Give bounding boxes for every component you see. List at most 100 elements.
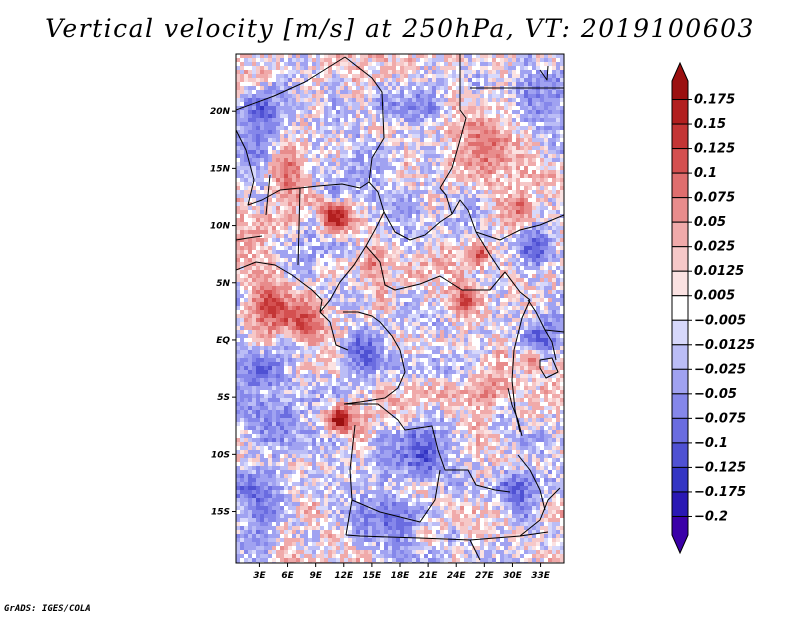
field-cell [528, 118, 533, 123]
field-cell [436, 194, 441, 199]
field-cell [404, 138, 409, 143]
field-cell [288, 194, 293, 199]
field-cell [348, 194, 353, 199]
field-cell [324, 106, 329, 111]
field-cell [244, 246, 249, 251]
field-cell [268, 242, 273, 247]
field-cell [512, 242, 517, 247]
field-cell [504, 98, 509, 103]
field-cell [288, 234, 293, 239]
field-cell [484, 58, 489, 63]
field-cell [296, 130, 301, 135]
field-cell [268, 70, 273, 75]
field-cell [460, 282, 465, 287]
field-cell [312, 134, 317, 139]
field-cell [248, 146, 253, 151]
field-cell [352, 118, 357, 123]
field-cell [492, 242, 497, 247]
field-cell [516, 102, 521, 107]
field-cell [272, 290, 277, 295]
field-cell [392, 138, 397, 143]
field-cell [444, 246, 449, 251]
field-cell [288, 126, 293, 131]
field-cell [248, 74, 253, 79]
field-cell [408, 94, 413, 99]
field-cell [272, 206, 277, 211]
field-cell [272, 238, 277, 243]
field-cell [504, 278, 509, 283]
field-cell [404, 158, 409, 163]
field-cell [520, 190, 525, 195]
field-cell [340, 90, 345, 95]
field-cell [384, 270, 389, 275]
field-cell [356, 74, 361, 79]
field-cell [408, 282, 413, 287]
field-cell [500, 154, 505, 159]
field-cell [292, 198, 297, 203]
field-cell [296, 286, 301, 291]
field-cell [484, 138, 489, 143]
field-cell [540, 182, 545, 187]
field-cell [464, 118, 469, 123]
field-cell [452, 162, 457, 167]
field-cell [376, 126, 381, 131]
field-cell [332, 286, 337, 291]
field-cell [264, 82, 269, 87]
field-cell [392, 238, 397, 243]
field-cell [304, 146, 309, 151]
field-cell [520, 214, 525, 219]
field-cell [284, 266, 289, 271]
field-cell [328, 134, 333, 139]
field-cell [488, 106, 493, 111]
field-cell [440, 186, 445, 191]
field-cell [516, 94, 521, 99]
field-cell [356, 258, 361, 263]
field-cell [280, 218, 285, 223]
field-cell [464, 138, 469, 143]
field-cell [276, 182, 281, 187]
field-cell [360, 146, 365, 151]
field-cell [500, 174, 505, 179]
field-cell [376, 174, 381, 179]
field-cell [260, 118, 265, 123]
field-cell [528, 246, 533, 251]
field-cell [404, 226, 409, 231]
field-cell [384, 238, 389, 243]
field-cell [408, 266, 413, 271]
field-cell [320, 142, 325, 147]
field-cell [548, 134, 553, 139]
field-cell [280, 102, 285, 107]
field-cell [412, 146, 417, 151]
field-cell [332, 142, 337, 147]
field-cell [544, 74, 549, 79]
field-cell [260, 218, 265, 223]
field-cell [332, 102, 337, 107]
field-cell [476, 254, 481, 259]
field-cell [444, 110, 449, 115]
field-cell [308, 282, 313, 287]
field-cell [556, 194, 561, 199]
field-cell [248, 166, 253, 171]
field-cell [552, 62, 557, 67]
field-cell [328, 146, 333, 151]
field-cell [528, 226, 533, 231]
field-cell [392, 202, 397, 207]
field-cell [456, 214, 461, 219]
field-cell [316, 290, 321, 295]
field-cell [336, 250, 341, 255]
field-cell [484, 170, 489, 175]
field-cell [560, 174, 564, 179]
field-cell [308, 226, 313, 231]
field-cell [300, 70, 305, 75]
field-cell [336, 106, 341, 111]
field-cell [332, 294, 337, 299]
field-cell [308, 206, 313, 211]
field-cell [304, 134, 309, 139]
field-cell [328, 82, 333, 87]
field-cell [532, 194, 537, 199]
field-cell [364, 166, 369, 171]
field-cell [360, 74, 365, 79]
field-cell [324, 114, 329, 119]
field-cell [396, 138, 401, 143]
field-cell [380, 78, 385, 83]
